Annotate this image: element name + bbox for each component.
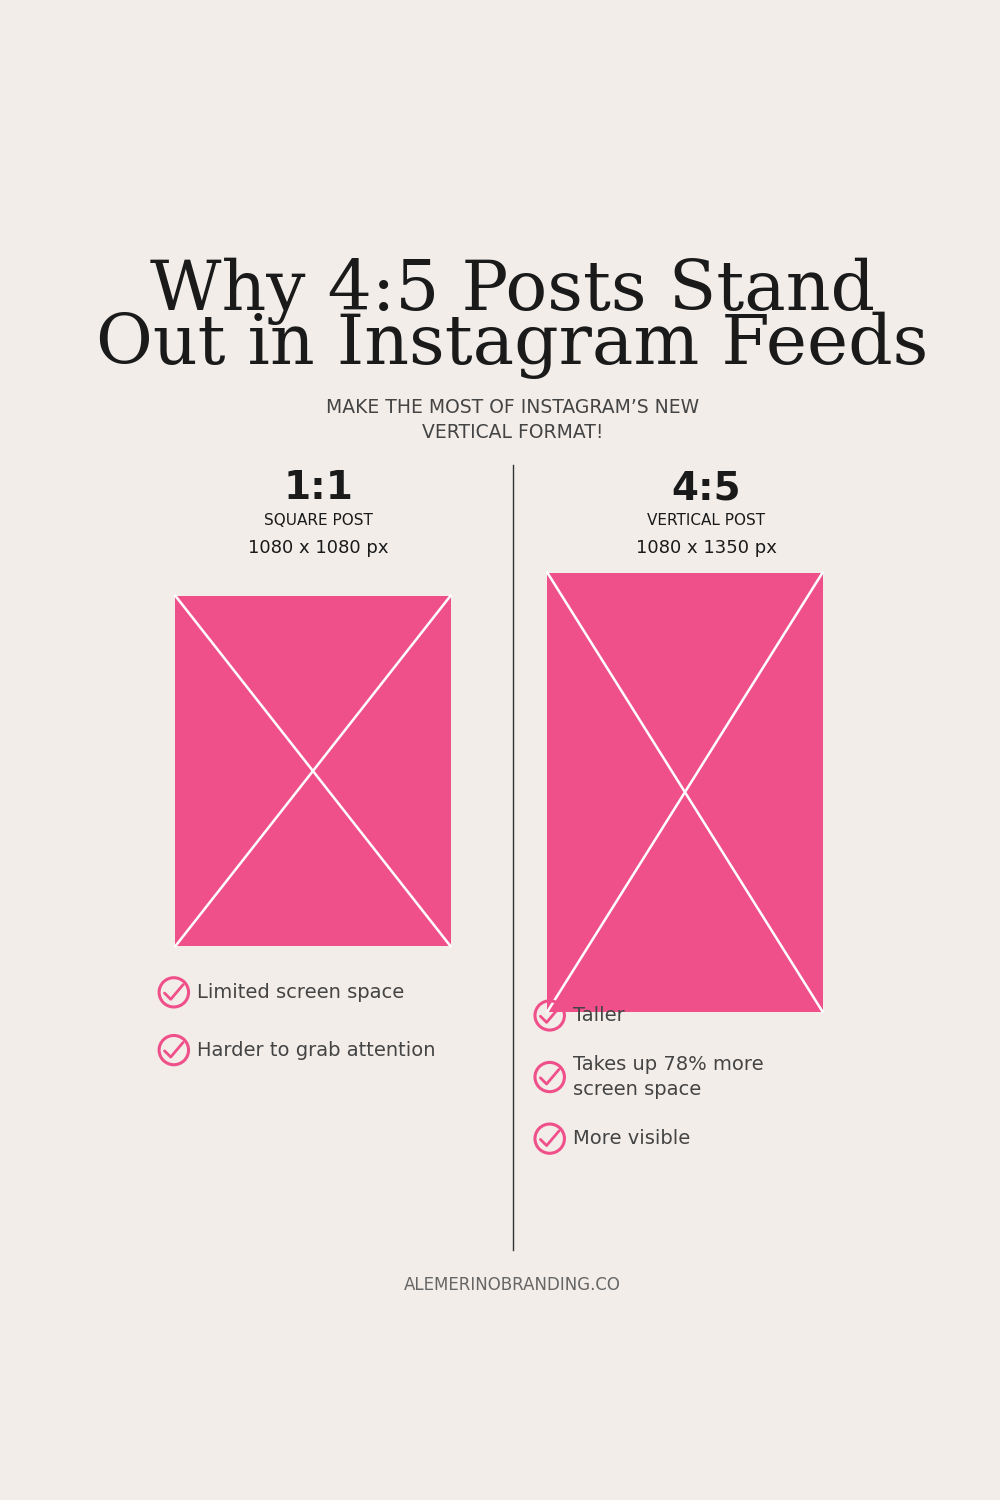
Text: Takes up 78% more
screen space: Takes up 78% more screen space xyxy=(573,1056,764,1098)
Text: Harder to grab attention: Harder to grab attention xyxy=(197,1041,436,1059)
Text: Out in Instagram Feeds: Out in Instagram Feeds xyxy=(96,312,929,380)
Text: Limited screen space: Limited screen space xyxy=(197,982,404,1002)
Text: MAKE THE MOST OF INSTAGRAM’S NEW: MAKE THE MOST OF INSTAGRAM’S NEW xyxy=(326,398,699,417)
Text: VERTICAL FORMAT!: VERTICAL FORMAT! xyxy=(422,423,603,442)
Text: 1080 x 1080 px: 1080 x 1080 px xyxy=(248,538,389,556)
Text: ALEMERINOBRANDING.CO: ALEMERINOBRANDING.CO xyxy=(404,1276,621,1294)
Text: SQUARE POST: SQUARE POST xyxy=(264,513,373,528)
Text: 4:5: 4:5 xyxy=(671,470,741,507)
Bar xyxy=(547,573,822,1011)
Text: 1080 x 1350 px: 1080 x 1350 px xyxy=(636,538,777,556)
Text: More visible: More visible xyxy=(573,1130,690,1148)
Text: Taller: Taller xyxy=(573,1007,625,1025)
Text: Why 4:5 Posts Stand: Why 4:5 Posts Stand xyxy=(150,258,875,326)
Bar xyxy=(175,596,450,946)
Text: VERTICAL POST: VERTICAL POST xyxy=(647,513,765,528)
Text: 1:1: 1:1 xyxy=(284,470,354,507)
